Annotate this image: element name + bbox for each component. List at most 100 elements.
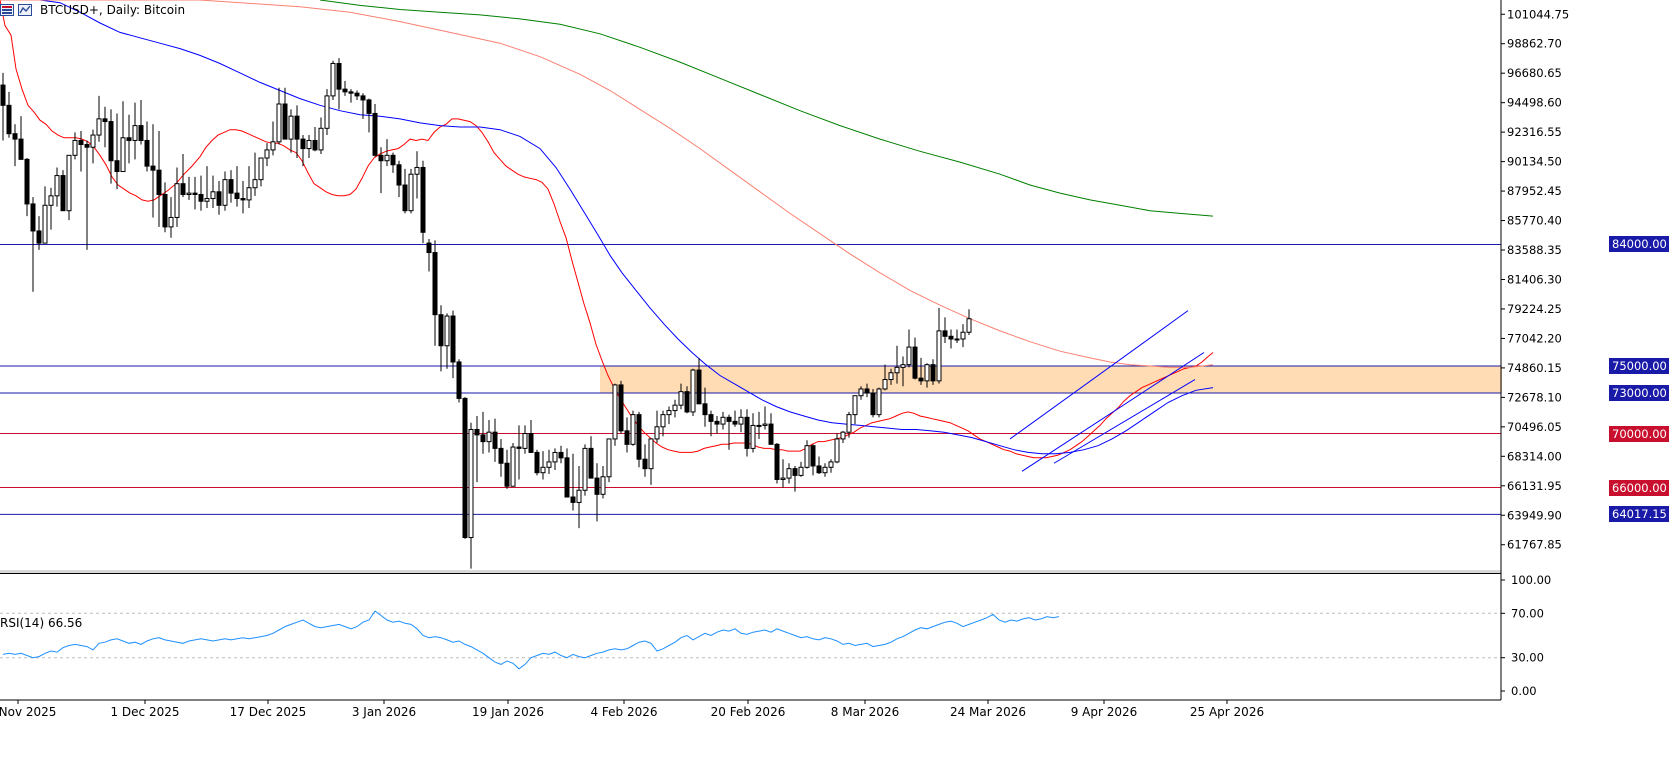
candle <box>180 153 186 198</box>
rsi-tick-label: 100.00 <box>1511 573 1551 587</box>
candle-body <box>660 414 666 428</box>
candle <box>630 410 636 446</box>
candle-body <box>240 198 246 201</box>
rsi-tick-label: 30.00 <box>1511 651 1544 665</box>
price-tick-label: 98862.70 <box>1507 37 1562 51</box>
candle <box>522 425 528 454</box>
candle-body <box>24 158 30 205</box>
price-tick-label: 83588.35 <box>1507 243 1562 257</box>
candle-body <box>492 431 498 449</box>
candle <box>852 395 858 425</box>
candle-body <box>162 193 168 228</box>
candle-body <box>498 447 504 464</box>
candle <box>930 359 936 385</box>
candle <box>354 90 360 100</box>
candle-body <box>726 416 732 422</box>
candle <box>594 463 600 522</box>
candle <box>666 406 672 425</box>
candle-body <box>906 346 912 366</box>
candle <box>162 182 168 233</box>
candle <box>714 415 720 434</box>
candle-body <box>534 451 540 474</box>
candle <box>660 410 666 437</box>
candle-body <box>42 204 48 244</box>
price-tick-label: 77042.20 <box>1507 331 1562 345</box>
candle <box>912 337 918 380</box>
candle <box>486 420 492 453</box>
rsi-pane <box>0 610 1501 670</box>
candle <box>312 126 318 152</box>
candle-body <box>138 125 144 141</box>
candle <box>744 409 750 457</box>
candle-body <box>858 388 864 397</box>
candle <box>846 411 852 438</box>
candle <box>402 168 408 214</box>
candle <box>648 438 654 485</box>
price-level-badge: 64017.15 <box>1609 506 1669 523</box>
candle-body <box>774 443 780 480</box>
moving-average-ma_blue <box>0 0 1214 455</box>
candle-body <box>924 364 930 382</box>
candle-body <box>150 165 156 171</box>
candle <box>438 305 444 372</box>
candle <box>456 359 462 403</box>
candle-body <box>186 192 192 195</box>
candle <box>12 124 18 167</box>
candle-body <box>822 466 828 474</box>
time-tick-label: 1 Dec 2025 <box>110 705 179 719</box>
window-menu-icon[interactable] <box>0 4 14 16</box>
candle <box>804 440 810 469</box>
candle-body <box>966 318 972 333</box>
candle <box>96 95 102 142</box>
candle <box>540 451 546 480</box>
price-pane <box>0 0 1502 569</box>
candle-body <box>702 403 708 416</box>
chart-type-icon[interactable] <box>18 4 32 16</box>
time-tick-label: 19 Jan 2026 <box>472 705 544 719</box>
candle-body <box>786 468 792 479</box>
trend-channel-line <box>1009 310 1189 440</box>
candle <box>66 154 72 221</box>
candle <box>318 117 324 154</box>
candle-body <box>378 154 384 162</box>
candle-body <box>228 179 234 194</box>
candle <box>414 151 420 199</box>
candle <box>516 425 522 480</box>
candle <box>954 329 960 344</box>
candle-body <box>396 164 402 186</box>
candle-body <box>894 366 900 374</box>
candle <box>390 152 396 173</box>
candle-body <box>570 496 576 503</box>
candle <box>138 99 144 145</box>
candle-body <box>306 139 312 150</box>
candle-body <box>798 466 804 476</box>
candle <box>864 383 870 398</box>
candle-body <box>666 410 672 416</box>
candle <box>750 413 756 453</box>
candle <box>792 465 798 492</box>
price-tick-label: 96680.65 <box>1507 66 1562 80</box>
candle-body <box>750 424 756 449</box>
candle-body <box>6 104 12 135</box>
candle-body <box>36 230 42 244</box>
candle-body <box>522 433 528 449</box>
candle <box>480 411 486 454</box>
candle <box>48 187 54 230</box>
candle-body <box>408 173 414 212</box>
candle-body <box>642 458 648 470</box>
candle <box>420 160 426 244</box>
candle-body <box>708 414 714 422</box>
price-tick-label: 87952.45 <box>1507 184 1562 198</box>
candle <box>498 438 504 477</box>
candle-body <box>174 183 180 218</box>
pane-separator <box>0 570 1501 573</box>
candle <box>552 448 558 471</box>
candle <box>726 414 732 450</box>
candle <box>288 109 294 153</box>
candle <box>612 383 618 446</box>
candle <box>468 422 474 569</box>
candle <box>798 461 804 477</box>
candle <box>702 387 708 427</box>
candle <box>918 357 924 385</box>
